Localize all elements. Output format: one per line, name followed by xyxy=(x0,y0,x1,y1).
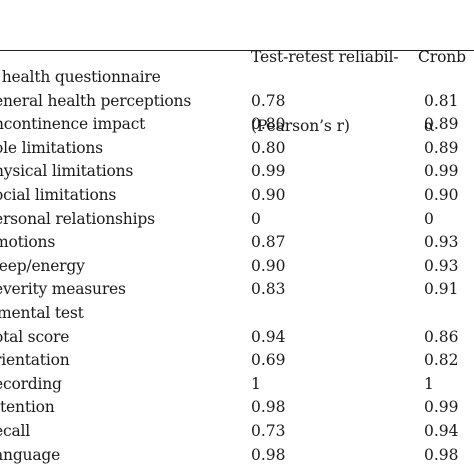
table-row: ersonal relationships 0 0 xyxy=(0,208,474,232)
cell-test-retest: 0.83 xyxy=(251,280,286,299)
table-row: everity measures 0.83 0.91 xyxy=(0,278,474,302)
cell-test-retest: 0.78 xyxy=(251,91,286,110)
cell-cronbach: 1 xyxy=(424,374,434,393)
table-row: otal score 0.94 0.86 xyxy=(0,326,474,350)
header-test-retest: Test-retest reliabil- (Pearson’s r) xyxy=(251,0,399,184)
table-row: motions 0.87 0.93 xyxy=(0,231,474,255)
cell-test-retest: 0.80 xyxy=(251,115,286,134)
cell-cronbach: 0.93 xyxy=(424,233,459,252)
cell-cronbach: 0.91 xyxy=(424,280,459,299)
cell-cronbach: 0.89 xyxy=(424,138,459,157)
cell-cronbach: 0.94 xyxy=(424,421,459,440)
cell-test-retest: 0 xyxy=(251,209,261,228)
row-label: ole limitations xyxy=(0,138,103,157)
header-cronbach-line2: α xyxy=(424,117,435,135)
row-label: hysical limitations xyxy=(0,162,134,181)
cell-test-retest: 0.90 xyxy=(251,185,286,204)
table-row: ttention 0.98 0.99 xyxy=(0,396,474,420)
table-row: ecording 1 1 xyxy=(0,373,474,397)
row-label: otal score xyxy=(0,327,70,346)
cell-test-retest: 0.94 xyxy=(251,327,286,346)
cell-cronbach: 0.99 xyxy=(424,398,459,417)
cell-test-retest: 0.98 xyxy=(251,398,286,417)
row-label: leep/energy xyxy=(0,256,85,275)
row-label: rientation xyxy=(0,351,70,370)
cell-test-retest: 1 xyxy=(251,374,261,393)
table-body: - health questionnaire eneral health perc… xyxy=(0,66,474,467)
row-label: ecording xyxy=(0,374,62,393)
cell-cronbach: 0.90 xyxy=(424,185,459,204)
row-label: ttention xyxy=(0,398,55,417)
section-label: -mental test xyxy=(0,303,84,322)
cell-test-retest: 0.87 xyxy=(251,233,286,252)
cell-test-retest: 0.90 xyxy=(251,256,286,275)
row-label: anguage xyxy=(0,445,61,464)
header-cronbach-line1: Cronb xyxy=(418,48,467,66)
section-label: - health questionnaire xyxy=(0,68,161,86)
cell-cronbach: 0.99 xyxy=(424,162,459,181)
cell-cronbach: 0.86 xyxy=(424,327,459,346)
header-test-retest-line2: (Pearson’s r) xyxy=(251,117,350,135)
row-label: ocial limitations xyxy=(0,185,117,204)
cell-cronbach: 0.93 xyxy=(424,256,459,275)
table-row: - health questionnaire xyxy=(0,66,474,90)
row-label: ersonal relationships xyxy=(0,209,155,228)
row-label: ncontinence impact xyxy=(0,115,146,134)
table-row: anguage 0.98 0.98 xyxy=(0,444,474,468)
table-row: leep/energy 0.90 0.93 xyxy=(0,255,474,279)
header-cronbach: Cronb α xyxy=(418,0,466,184)
cell-cronbach: 0.98 xyxy=(424,445,459,464)
row-label: motions xyxy=(0,233,56,252)
table-row: ole limitations 0.80 0.89 xyxy=(0,137,474,161)
table-row: hysical limitations 0.99 0.99 xyxy=(0,160,474,184)
cell-cronbach: 0 xyxy=(424,209,434,228)
table-row: ocial limitations 0.90 0.90 xyxy=(0,184,474,208)
cell-test-retest: 0.99 xyxy=(251,162,286,181)
cell-test-retest: 0.73 xyxy=(251,421,286,440)
table-row: ecall 0.73 0.94 xyxy=(0,420,474,444)
row-label: everity measures xyxy=(0,280,126,299)
cell-test-retest: 0.98 xyxy=(251,445,286,464)
cell-test-retest: 0.69 xyxy=(251,351,286,370)
header-test-retest-line1: Test-retest reliabil- xyxy=(251,48,399,66)
table-row: ncontinence impact 0.80 0.89 xyxy=(0,113,474,137)
table-row: rientation 0.69 0.82 xyxy=(0,349,474,373)
cell-cronbach: 0.89 xyxy=(424,115,459,134)
row-label: eneral health perceptions xyxy=(0,91,192,110)
table-header: Test-retest reliabil- (Pearson’s r) Cron… xyxy=(0,0,474,135)
cell-cronbach: 0.82 xyxy=(424,351,459,370)
cell-test-retest: 0.80 xyxy=(251,138,286,157)
table-row: eneral health perceptions 0.78 0.81 xyxy=(0,90,474,114)
cell-cronbach: 0.81 xyxy=(424,91,459,110)
table-row: -mental test xyxy=(0,302,474,326)
row-label: ecall xyxy=(0,421,31,440)
